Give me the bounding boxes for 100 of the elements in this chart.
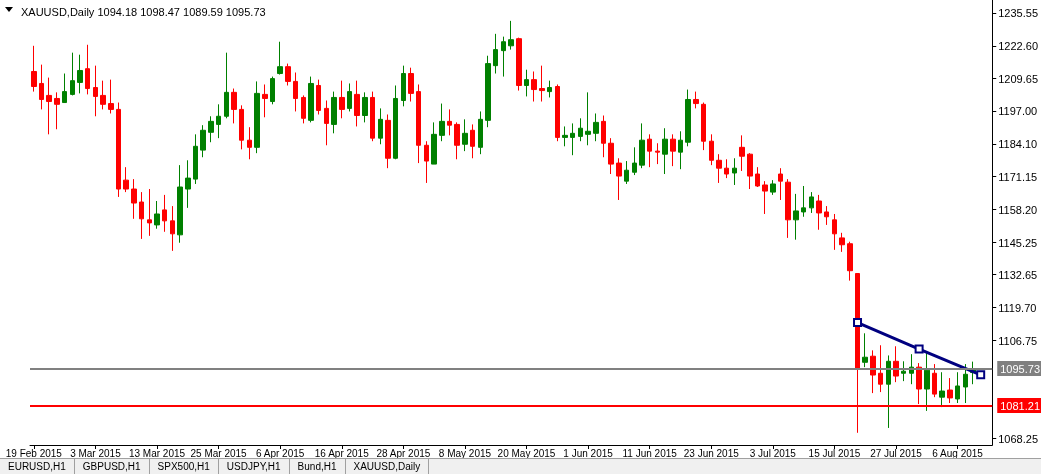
candlestick — [531, 71, 537, 103]
candlestick — [408, 67, 414, 103]
candlestick — [839, 232, 845, 253]
candlestick — [747, 152, 753, 190]
candlestick — [847, 241, 853, 282]
x-tick-label: 3 Mar 2015 — [70, 447, 122, 459]
candlestick — [608, 137, 614, 175]
candlestick — [254, 80, 260, 154]
candlestick — [85, 44, 90, 95]
text: XAUUSD,Daily — [345, 459, 430, 474]
candlestick — [770, 179, 776, 196]
candlestick — [416, 83, 421, 164]
text: SPX500,H1 — [149, 459, 219, 474]
candlestick — [324, 100, 329, 146]
candlestick — [816, 194, 822, 231]
ref-line-label: 1081.21 — [1000, 399, 1040, 412]
y-tick-label: 1197.00 — [998, 104, 1038, 117]
text: EURUSD,H1 — [0, 459, 75, 474]
candlestick — [886, 354, 891, 429]
ref-line-label: 1095.73 — [1000, 362, 1040, 375]
y-tick-label: 1235.55 — [998, 6, 1038, 19]
candlestick — [709, 133, 714, 166]
candlestick — [862, 332, 868, 368]
candlestick — [601, 115, 606, 158]
candlestick — [31, 45, 37, 93]
x-tick-label: 15 Jul 2015 — [808, 447, 861, 459]
candlestick — [555, 83, 560, 142]
candlestick — [562, 125, 568, 147]
candlestick — [93, 65, 98, 117]
candlestick — [785, 178, 791, 239]
y-tick-label: 1119.70 — [998, 301, 1037, 314]
candlestick — [331, 91, 337, 134]
candlestick — [424, 140, 429, 184]
candlestick — [793, 193, 799, 241]
candlestick — [62, 73, 67, 104]
candlestick — [378, 107, 383, 145]
candlestick — [809, 191, 814, 214]
x-tick-label: 11 Jun 2015 — [622, 447, 678, 459]
candlestick — [755, 166, 760, 188]
candlestick — [139, 191, 144, 240]
candlestick — [70, 52, 75, 96]
point — [853, 318, 863, 328]
text: XAUUSD,Daily 1094.18 1098.47 1089.59 1095.73 — [21, 5, 266, 18]
candlestick — [539, 65, 545, 103]
candlestick — [454, 121, 460, 160]
candlestick — [123, 166, 129, 193]
candlestick — [878, 344, 883, 393]
candlestick — [270, 76, 275, 105]
candlestick — [208, 115, 214, 143]
x-tick-label: 6 Apr 2015 — [255, 447, 305, 459]
candlestick — [354, 80, 360, 127]
candlestick — [439, 103, 445, 142]
candlestick — [362, 91, 368, 123]
candlestick — [185, 159, 191, 209]
candlestick — [647, 133, 652, 168]
x-tick-label: 20 May 2015 — [497, 447, 556, 459]
candlestick — [116, 102, 121, 198]
candlestick — [593, 112, 599, 142]
candlestick — [662, 127, 668, 175]
candlestick — [939, 371, 945, 408]
candlestick — [147, 188, 152, 237]
candlestick — [39, 64, 44, 110]
candlestick — [316, 79, 321, 115]
candlestick — [308, 76, 314, 123]
candlestick — [301, 94, 306, 124]
candlestick — [524, 69, 529, 97]
candlestick — [955, 371, 960, 404]
candlestick — [824, 205, 829, 226]
candlestick — [678, 130, 683, 170]
candlestick — [162, 194, 167, 233]
candlestick — [285, 63, 291, 86]
text: USDJPY,H1 — [218, 459, 290, 474]
x-tick-label: 23 Jun 2015 — [683, 447, 740, 459]
candlestick — [508, 20, 514, 51]
candlestick — [655, 142, 660, 165]
candlestick — [193, 133, 198, 185]
candlestick — [639, 122, 645, 169]
candlestick — [485, 55, 491, 128]
candlestick — [947, 377, 953, 404]
candlestick — [239, 104, 244, 150]
x-tick-label: 19 Feb 2015 — [5, 447, 63, 459]
candlestick — [493, 33, 498, 75]
x-tick-label: 28 Apr 2015 — [376, 447, 431, 459]
candlestick — [224, 52, 229, 119]
y-tick-label: 1209.65 — [998, 72, 1038, 85]
candlestick — [870, 349, 876, 394]
point — [914, 344, 924, 354]
x-tick-label: 6 Aug 2015 — [932, 447, 984, 459]
y-tick-label: 1145.25 — [998, 236, 1038, 249]
candlestick — [470, 123, 475, 159]
y-tick-label: 1171.15 — [998, 170, 1038, 183]
candlestick — [46, 77, 52, 135]
candlestick — [570, 122, 575, 156]
candlestick — [732, 157, 737, 186]
candlestick — [701, 102, 706, 151]
x-tick-label: 25 Mar 2015 — [190, 447, 248, 459]
candlestick — [924, 351, 930, 412]
candlestick — [547, 80, 552, 98]
candlestick — [670, 133, 676, 167]
y-tick-label: 1068.25 — [998, 432, 1038, 445]
